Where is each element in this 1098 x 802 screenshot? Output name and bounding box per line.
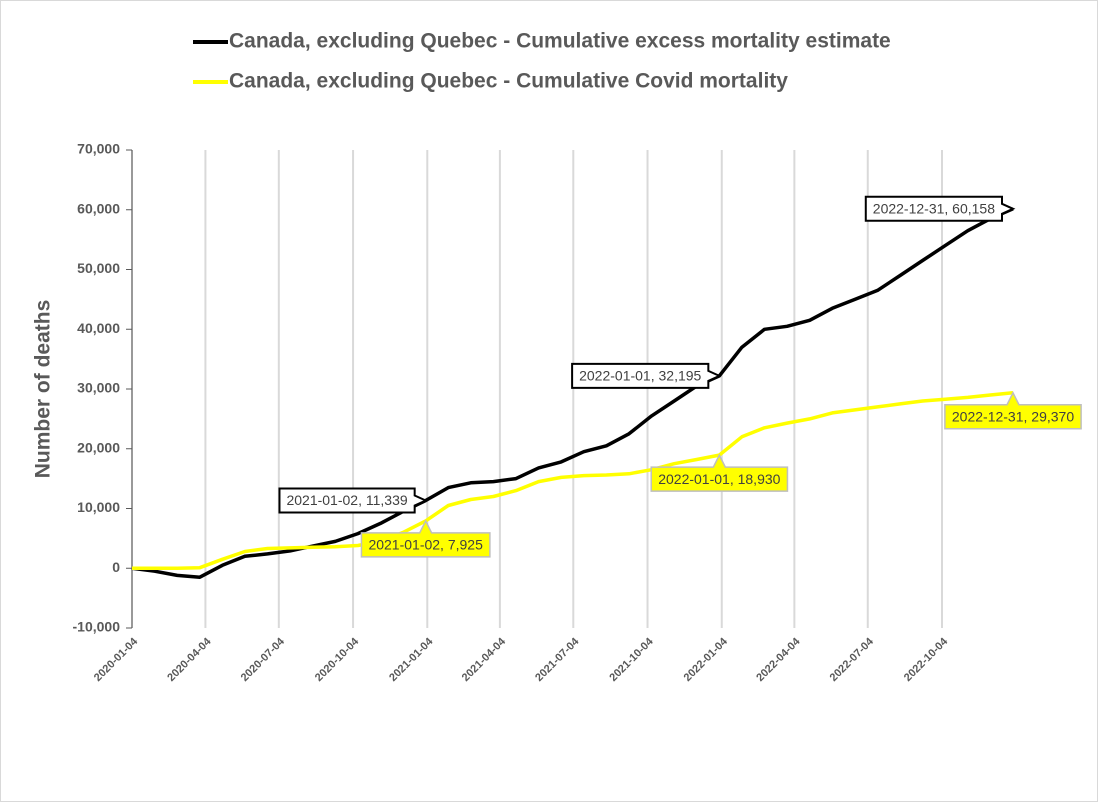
data-label-text: 2021-01-02, 11,339 [286,492,407,508]
data-label-text: 2022-01-01, 18,930 [658,471,780,487]
data-label-box [650,453,789,492]
data-label: 2022-12-31, 29,370 [944,391,1082,430]
data-label: 2021-01-02, 7,925 [360,519,491,558]
data-label: 2022-01-01, 32,195 [571,362,722,389]
legend-label: Canada, excluding Quebec - Cumulative ex… [229,30,891,53]
y-tick-label: 40,000 [77,320,120,336]
data-label-box [571,362,722,389]
legend-label: Canada, excluding Quebec - Cumulative Co… [229,70,788,93]
data-label-box [278,487,429,514]
data-label: 2022-01-01, 18,930 [650,453,789,492]
y-tick-label: 10,000 [77,499,120,515]
data-label-text: 2022-01-01, 32,195 [579,368,701,384]
y-tick-label: 60,000 [77,200,120,216]
y-tick-label: 50,000 [77,260,120,276]
data-label-box [864,195,1016,222]
data-label: 2022-12-31, 60,158 [864,195,1016,222]
series-line [132,391,1014,571]
y-tick-label: 0 [112,559,120,575]
data-label-box [944,391,1082,430]
y-tick-label: 70,000 [77,141,120,157]
data-label-text: 2021-01-02, 7,925 [368,537,483,553]
y-tick-label: 30,000 [77,380,120,396]
data-label: 2021-01-02, 11,339 [278,487,429,514]
data-label-box [360,519,491,558]
y-tick-label: 20,000 [77,439,120,455]
y-axis-label: Number of deaths [32,300,55,479]
series-line [131,207,1014,579]
data-label-text: 2022-12-31, 29,370 [952,408,1074,424]
y-tick-label: -10,000 [73,619,121,635]
data-label-text: 2022-12-31, 60,158 [873,201,995,217]
